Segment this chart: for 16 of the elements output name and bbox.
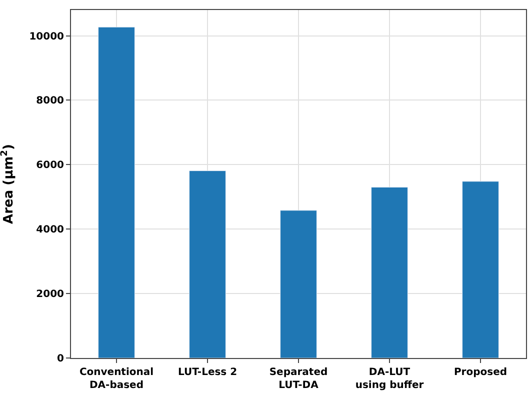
y-tick-label: 8000 bbox=[36, 96, 64, 107]
y-tick-label: 2000 bbox=[36, 289, 64, 300]
y-tick-label: 6000 bbox=[36, 160, 64, 172]
y-tick-label: 0 bbox=[57, 354, 64, 364]
bar bbox=[280, 210, 317, 358]
x-tick-label: LUT-Less 2 bbox=[178, 367, 238, 378]
bar bbox=[98, 26, 135, 358]
x-tick-label: Conventional DA-based bbox=[79, 367, 154, 391]
bar bbox=[189, 170, 226, 358]
x-tick-label: DA-LUT using buffer bbox=[355, 367, 424, 391]
x-tick-label: Proposed bbox=[454, 367, 508, 378]
bar bbox=[462, 181, 499, 358]
y-tick-label: 10000 bbox=[29, 31, 64, 42]
bar bbox=[371, 186, 408, 358]
y-tick-label: 4000 bbox=[36, 224, 64, 236]
x-tick-label: Separated LUT-DA bbox=[269, 367, 328, 391]
